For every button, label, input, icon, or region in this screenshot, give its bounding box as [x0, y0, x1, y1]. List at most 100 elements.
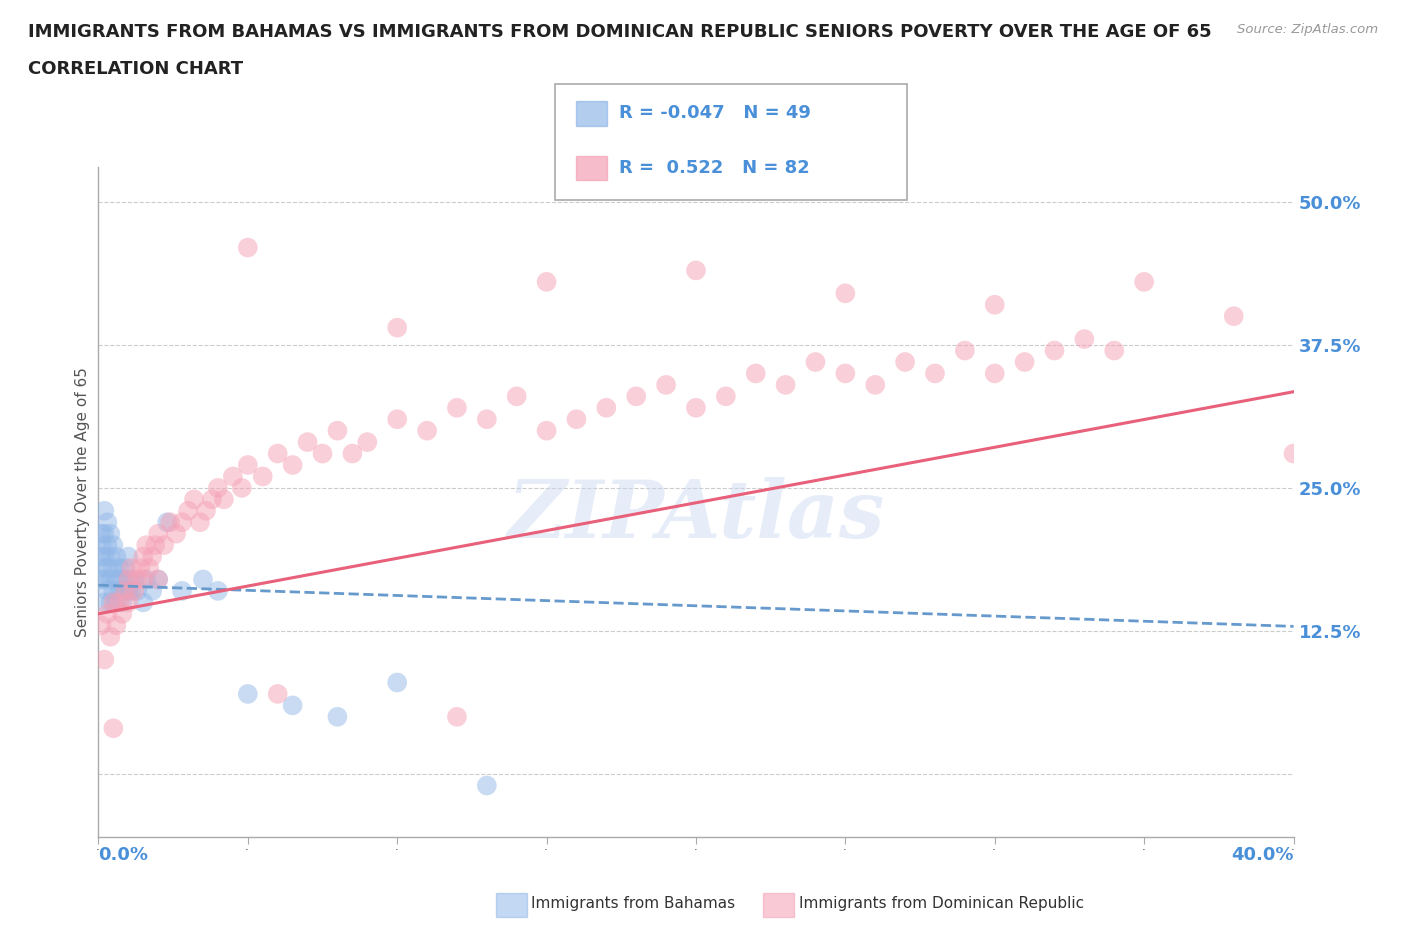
Point	[103, 538, 125, 552]
Text: CORRELATION CHART: CORRELATION CHART	[28, 60, 243, 78]
Point	[105, 572, 128, 587]
Point	[416, 423, 439, 438]
Point	[342, 446, 364, 461]
Point	[195, 503, 218, 518]
Point	[90, 561, 112, 576]
Point	[201, 492, 224, 507]
Point	[834, 366, 856, 381]
Point	[100, 572, 122, 587]
Text: R =  0.522   N = 82: R = 0.522 N = 82	[619, 159, 810, 178]
Point	[96, 583, 118, 598]
Point	[124, 583, 146, 598]
Point	[207, 583, 229, 598]
Text: Source: ZipAtlas.com: Source: ZipAtlas.com	[1237, 23, 1378, 36]
Point	[93, 652, 115, 667]
Point	[93, 572, 115, 587]
Point	[207, 481, 229, 496]
Point	[111, 595, 134, 610]
Point	[172, 515, 194, 530]
Point	[231, 481, 253, 496]
Point	[120, 583, 142, 598]
Text: R = -0.047   N = 49: R = -0.047 N = 49	[619, 104, 810, 123]
Point	[1133, 274, 1156, 289]
Point	[103, 583, 125, 598]
Point	[96, 515, 118, 530]
Point	[894, 354, 917, 369]
Point	[183, 492, 205, 507]
Point	[745, 366, 768, 381]
Point	[984, 298, 1007, 312]
Point	[108, 583, 131, 598]
Point	[117, 572, 139, 587]
Text: 0.0%: 0.0%	[98, 846, 149, 864]
Point	[326, 423, 349, 438]
Point	[177, 503, 200, 518]
Point	[100, 549, 122, 564]
Point	[281, 698, 304, 712]
Point	[129, 561, 152, 576]
Point	[114, 561, 136, 576]
Point	[103, 561, 125, 576]
Point	[1104, 343, 1126, 358]
Point	[127, 572, 149, 587]
Point	[1223, 309, 1246, 324]
Point	[267, 686, 290, 701]
Point	[595, 400, 617, 415]
Point	[281, 458, 304, 472]
Point	[356, 434, 378, 449]
Point	[114, 583, 136, 598]
Text: Immigrants from Dominican Republic: Immigrants from Dominican Republic	[799, 897, 1084, 911]
Point	[96, 606, 118, 621]
Point	[475, 412, 498, 427]
Point	[212, 492, 235, 507]
Point	[108, 595, 131, 610]
Text: Immigrants from Bahamas: Immigrants from Bahamas	[531, 897, 735, 911]
Point	[117, 572, 139, 587]
Point	[111, 572, 134, 587]
Point	[156, 515, 179, 530]
Point	[138, 561, 160, 576]
Point	[804, 354, 827, 369]
Point	[714, 389, 737, 404]
Point	[111, 606, 134, 621]
Point	[1014, 354, 1036, 369]
Point	[446, 710, 468, 724]
Point	[297, 434, 319, 449]
Point	[188, 515, 211, 530]
Point	[252, 469, 274, 484]
Point	[96, 561, 118, 576]
Point	[127, 583, 149, 598]
Point	[475, 778, 498, 793]
Point	[120, 561, 142, 576]
Point	[159, 515, 181, 530]
Point	[132, 595, 155, 610]
Point	[1282, 446, 1305, 461]
Point	[105, 595, 128, 610]
Point	[172, 583, 194, 598]
Point	[117, 549, 139, 564]
Text: IMMIGRANTS FROM BAHAMAS VS IMMIGRANTS FROM DOMINICAN REPUBLIC SENIORS POVERTY OV: IMMIGRANTS FROM BAHAMAS VS IMMIGRANTS FR…	[28, 23, 1212, 41]
Point	[143, 538, 166, 552]
Point	[236, 686, 259, 701]
Point	[775, 378, 797, 392]
Point	[1073, 332, 1095, 347]
Point	[117, 583, 139, 598]
Point	[924, 366, 946, 381]
Point	[148, 526, 170, 541]
Point	[267, 446, 290, 461]
Point	[90, 618, 112, 632]
Point	[148, 572, 170, 587]
Point	[236, 458, 259, 472]
Point	[100, 630, 122, 644]
Point	[506, 389, 529, 404]
Point	[565, 412, 588, 427]
Point	[100, 526, 122, 541]
Point	[132, 572, 155, 587]
Point	[90, 572, 112, 587]
Point	[685, 263, 707, 278]
Point	[191, 572, 214, 587]
Point	[385, 412, 409, 427]
Point	[114, 583, 136, 598]
Point	[626, 389, 648, 404]
Text: ZIPAtlas: ZIPAtlas	[508, 477, 884, 554]
